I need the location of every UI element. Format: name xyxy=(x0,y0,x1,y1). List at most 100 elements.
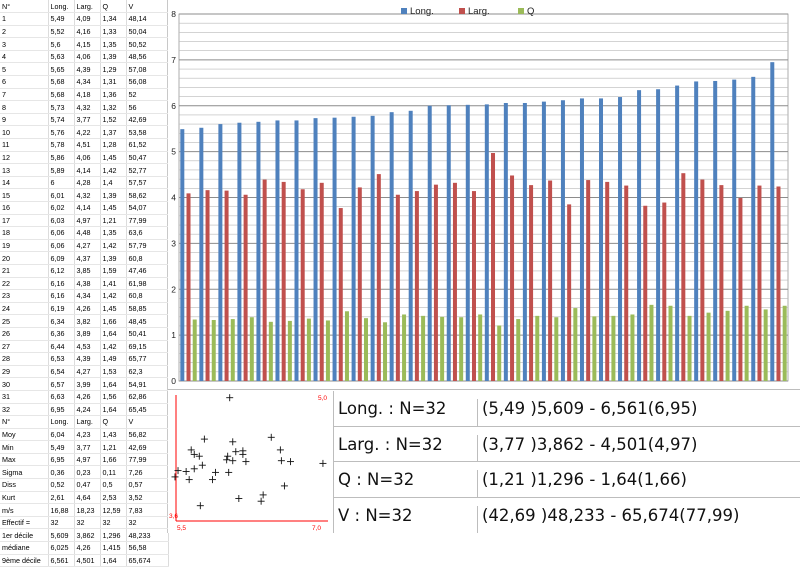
table-cell[interactable]: 6,025 xyxy=(48,541,75,555)
table-cell[interactable]: 23 xyxy=(0,289,49,303)
table-cell[interactable]: 7 xyxy=(0,88,49,102)
table-cell[interactable]: 32 xyxy=(48,516,75,530)
table-cell[interactable]: 4,26 xyxy=(74,390,101,404)
table-cell[interactable]: 32 xyxy=(100,516,127,530)
table-cell[interactable]: 1,64 xyxy=(100,554,127,567)
table-cell[interactable]: médiane xyxy=(0,541,49,555)
table-cell[interactable]: 4,53 xyxy=(74,340,101,354)
table-cell[interactable]: 1,33 xyxy=(100,25,127,39)
table-cell[interactable]: 48,233 xyxy=(126,528,169,543)
table-cell[interactable]: 16 xyxy=(0,201,49,215)
table-cell[interactable]: 1,34 xyxy=(100,12,127,26)
table-cell[interactable]: 53,58 xyxy=(126,125,169,140)
table-cell[interactable]: 4,97 xyxy=(74,214,101,228)
table-cell[interactable]: 6,12 xyxy=(48,264,75,278)
table-cell[interactable]: 6,09 xyxy=(48,251,75,265)
table-cell[interactable]: 42,69 xyxy=(126,440,169,454)
table-cell[interactable]: 1,53 xyxy=(100,365,127,379)
table-cell[interactable]: 3 xyxy=(0,37,49,51)
table-cell[interactable]: 21 xyxy=(0,264,49,278)
table-cell[interactable]: 32 xyxy=(126,516,169,530)
table-cell[interactable]: 26 xyxy=(0,327,49,341)
table-cell[interactable]: 1,64 xyxy=(100,377,127,391)
table-cell[interactable]: 4,39 xyxy=(74,352,101,366)
table-cell[interactable]: 0,57 xyxy=(126,478,169,492)
table-cell[interactable]: 4,32 xyxy=(74,188,101,202)
table-cell[interactable]: 5 xyxy=(0,62,49,77)
table-cell[interactable]: 17 xyxy=(0,214,49,228)
table-cell[interactable]: 1,42 xyxy=(100,340,127,354)
table-cell[interactable]: 60,8 xyxy=(126,289,169,303)
table-cell[interactable]: 1,37 xyxy=(100,125,127,140)
table-cell[interactable]: 63,6 xyxy=(126,226,169,240)
table-cell[interactable]: 2 xyxy=(0,25,49,39)
table-cell[interactable]: Kurt xyxy=(0,491,49,505)
table-cell[interactable]: 6,19 xyxy=(48,302,75,316)
table-cell[interactable]: Long. xyxy=(48,415,75,429)
table-cell[interactable]: 61,52 xyxy=(126,138,169,152)
table-cell[interactable]: 0,47 xyxy=(74,478,101,492)
table-cell[interactable]: 5,609 xyxy=(48,528,75,543)
table-cell[interactable]: 4,37 xyxy=(74,251,101,265)
table-cell[interactable]: 2,61 xyxy=(48,491,75,505)
table-cell[interactable]: 48,45 xyxy=(126,314,169,328)
table-cell[interactable]: 4,34 xyxy=(74,289,101,303)
table-cell[interactable]: 1,45 xyxy=(100,151,127,165)
table-cell[interactable]: 4,64 xyxy=(74,491,101,505)
table-cell[interactable]: 69,15 xyxy=(126,340,169,354)
table-cell[interactable]: 3,85 xyxy=(74,264,101,278)
table-cell[interactable]: 6,04 xyxy=(48,428,75,442)
table-cell[interactable]: 3,77 xyxy=(74,440,101,454)
table-cell[interactable]: 6,44 xyxy=(48,340,75,354)
table-cell[interactable]: 57,79 xyxy=(126,239,169,253)
table-cell[interactable]: 47,46 xyxy=(126,264,169,278)
table-cell[interactable]: 5,89 xyxy=(48,163,75,177)
table-cell[interactable]: 61,98 xyxy=(126,277,169,291)
table-cell[interactable]: 1,42 xyxy=(100,239,127,253)
table-cell[interactable]: 1,39 xyxy=(100,251,127,265)
table-cell[interactable]: 50,41 xyxy=(126,327,169,341)
table-cell[interactable]: 4,06 xyxy=(74,151,101,165)
table-cell[interactable]: 1,45 xyxy=(100,201,127,215)
table-cell[interactable]: Q xyxy=(100,415,127,429)
table-cell[interactable]: 8 xyxy=(0,100,49,114)
table-cell[interactable]: 14 xyxy=(0,176,49,190)
table-cell[interactable]: Larg. xyxy=(74,415,101,429)
table-cell[interactable]: 5,68 xyxy=(48,88,75,102)
table-cell[interactable]: 0,5 xyxy=(100,478,127,492)
table-cell[interactable]: 4,48 xyxy=(74,226,101,240)
table-cell[interactable]: 0,23 xyxy=(74,465,101,480)
table-cell[interactable]: 5,63 xyxy=(48,50,75,64)
table-cell[interactable]: 5,65 xyxy=(48,62,75,77)
table-cell[interactable]: V xyxy=(126,0,169,14)
table-cell[interactable]: Sigma xyxy=(0,465,49,480)
table-cell[interactable]: 62,3 xyxy=(126,365,169,379)
table-cell[interactable]: 4,38 xyxy=(74,277,101,291)
table-cell[interactable]: 24 xyxy=(0,302,49,316)
table-cell[interactable]: 4,22 xyxy=(74,125,101,140)
table-cell[interactable]: 6,16 xyxy=(48,277,75,291)
table-cell[interactable]: 4,14 xyxy=(74,201,101,215)
table-cell[interactable]: 16,88 xyxy=(48,503,75,517)
table-cell[interactable]: 5,86 xyxy=(48,151,75,165)
table-cell[interactable]: 6,95 xyxy=(48,403,75,417)
table-cell[interactable]: 5,68 xyxy=(48,75,75,89)
table-cell[interactable]: 62,86 xyxy=(126,390,169,404)
table-cell[interactable]: 77,99 xyxy=(126,214,169,228)
table-cell[interactable]: 4,16 xyxy=(74,25,101,39)
table-cell[interactable]: 1,64 xyxy=(100,403,127,417)
table-cell[interactable]: 1,296 xyxy=(100,528,127,543)
table-cell[interactable]: Max xyxy=(0,453,49,467)
table-cell[interactable]: 1,49 xyxy=(100,352,127,366)
table-cell[interactable]: 4,26 xyxy=(74,541,101,555)
table-cell[interactable]: 6,03 xyxy=(48,214,75,228)
table-cell[interactable]: 3,89 xyxy=(74,327,101,341)
table-cell[interactable]: 4,09 xyxy=(74,12,101,26)
table-cell[interactable]: 0,11 xyxy=(100,465,127,480)
table-cell[interactable]: 4,39 xyxy=(74,62,101,77)
table-cell[interactable]: 52 xyxy=(126,88,169,102)
table-cell[interactable]: 5,76 xyxy=(48,125,75,140)
table-cell[interactable]: Min xyxy=(0,440,49,454)
table-cell[interactable]: 6,02 xyxy=(48,201,75,215)
table-cell[interactable]: Diss xyxy=(0,478,49,492)
